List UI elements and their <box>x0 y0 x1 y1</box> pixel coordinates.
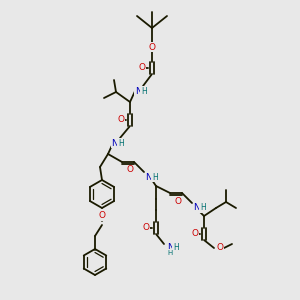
Text: O: O <box>217 244 224 253</box>
Text: O: O <box>98 212 106 220</box>
Text: N: N <box>146 172 152 182</box>
Text: O: O <box>175 196 182 206</box>
Text: O: O <box>127 166 134 175</box>
Text: O: O <box>118 116 124 124</box>
Text: H: H <box>167 250 172 256</box>
Text: H: H <box>200 203 206 212</box>
Text: H: H <box>152 172 158 182</box>
Text: N: N <box>135 86 141 95</box>
Text: O: O <box>148 43 155 52</box>
Text: H: H <box>118 139 124 148</box>
Text: N: N <box>112 139 118 148</box>
Text: O: O <box>142 224 149 232</box>
Text: O: O <box>139 64 145 73</box>
Text: H: H <box>141 86 147 95</box>
Text: O: O <box>191 230 199 238</box>
Text: H: H <box>173 244 179 253</box>
Text: N: N <box>167 244 173 253</box>
Text: N: N <box>194 203 200 212</box>
